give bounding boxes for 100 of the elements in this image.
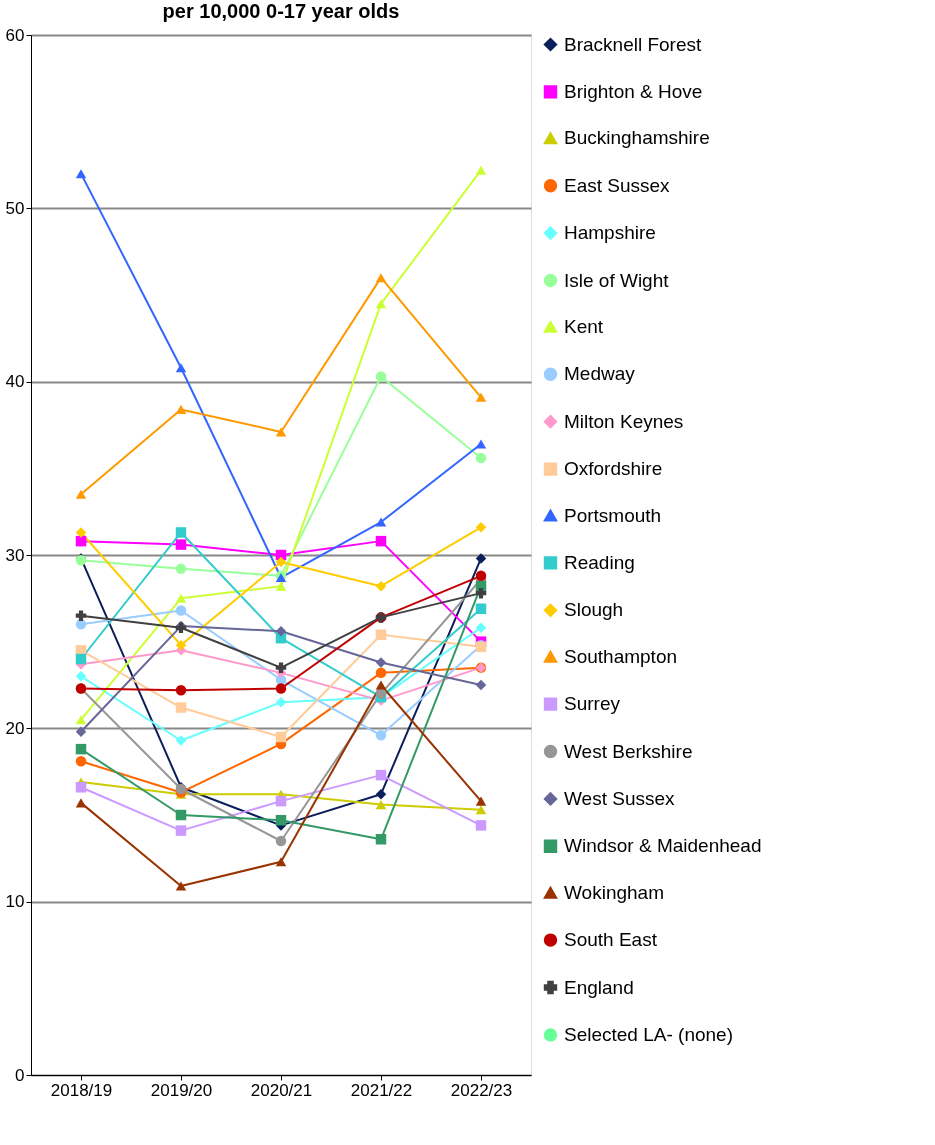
point [375,834,387,845]
point [75,527,87,538]
point [275,662,287,673]
legend-label: Bracknell Forest [564,33,702,55]
point [375,800,387,810]
point [275,683,287,694]
point [75,653,87,665]
legend-label: Brighton & Hove [564,80,703,102]
point [275,814,287,826]
legend-label: Medway [564,363,636,385]
point [475,522,487,533]
point [175,702,187,713]
point [475,165,487,175]
legend-label: South East [564,929,658,951]
x-tick-label: 2022/23 [450,1080,513,1100]
legend-label: Selected LA- (none) [564,1023,733,1045]
legend-label: Kent [564,315,604,337]
point [275,731,287,743]
legend-label: Slough [564,599,624,621]
point [375,371,387,382]
point [375,517,387,527]
point [375,629,387,640]
point [475,796,487,806]
legend-label: Oxfordshire [564,458,663,480]
legend-label: Reading [564,551,635,573]
legend-label: Surrey [564,693,621,715]
point [75,782,87,793]
point [175,593,187,603]
point [175,735,187,746]
point [375,769,387,781]
point [175,809,187,821]
legend-label: West Sussex [564,787,676,809]
y-tick-label: 20 [5,718,25,738]
point [375,273,387,283]
point [475,679,487,691]
point [475,553,487,564]
legend-label: Wokingham [564,881,664,903]
point [75,671,87,682]
legend-label: Windsor & Maidenhead [564,835,762,857]
legend-label: Southampton [564,645,678,667]
legend-label: Hampshire [564,222,656,244]
point [475,622,487,634]
point [275,427,287,437]
y-tick-label: 30 [5,545,25,565]
point [375,580,387,592]
x-tick-label: 2018/19 [50,1080,113,1100]
y-tick-label: 10 [5,892,25,912]
point [175,539,187,550]
y-tick-label: 40 [5,372,25,392]
point [375,667,387,679]
point [175,563,187,575]
point [375,680,387,690]
point [175,639,187,651]
point [275,556,287,568]
point [175,527,187,538]
point [375,535,387,547]
point [75,726,87,738]
point [175,881,187,891]
y-tick-label: 0 [15,1065,25,1085]
legend-label: East Sussex [564,174,671,196]
point [75,798,87,808]
point [375,730,387,741]
legend-label: England [564,976,634,998]
point [275,626,287,637]
legend-label: West Berkshire [564,740,693,762]
point [375,299,387,309]
legend-label: Isle of Wight [564,269,670,291]
x-tick-label: 2019/20 [150,1080,213,1100]
y-tick-label: 60 [5,25,25,45]
x-tick-label: 2020/21 [250,1080,313,1100]
point [475,439,487,449]
legend-label: Buckinghamshire [564,127,710,149]
point [75,715,87,725]
legend-label: Milton Keynes [564,410,684,432]
point [375,788,387,800]
point [175,825,187,836]
point [275,581,287,591]
point [275,697,287,708]
point [175,605,187,616]
point [275,835,287,847]
x-tick-label: 2021/22 [350,1080,413,1100]
point [75,489,87,499]
point [75,169,87,179]
point [175,363,187,373]
point [275,857,287,867]
chart-title: per 10,000 0-17 year olds [162,0,400,22]
point [475,570,487,582]
point [475,392,487,402]
y-tick-label: 50 [5,198,25,218]
point [475,603,487,614]
point [75,610,87,621]
point [75,743,87,755]
point [475,805,487,815]
point [475,587,487,599]
point [375,657,387,668]
point [175,404,187,414]
point [275,795,287,807]
legend-label: Portsmouth [564,504,662,526]
point [475,820,487,831]
point [75,756,87,767]
